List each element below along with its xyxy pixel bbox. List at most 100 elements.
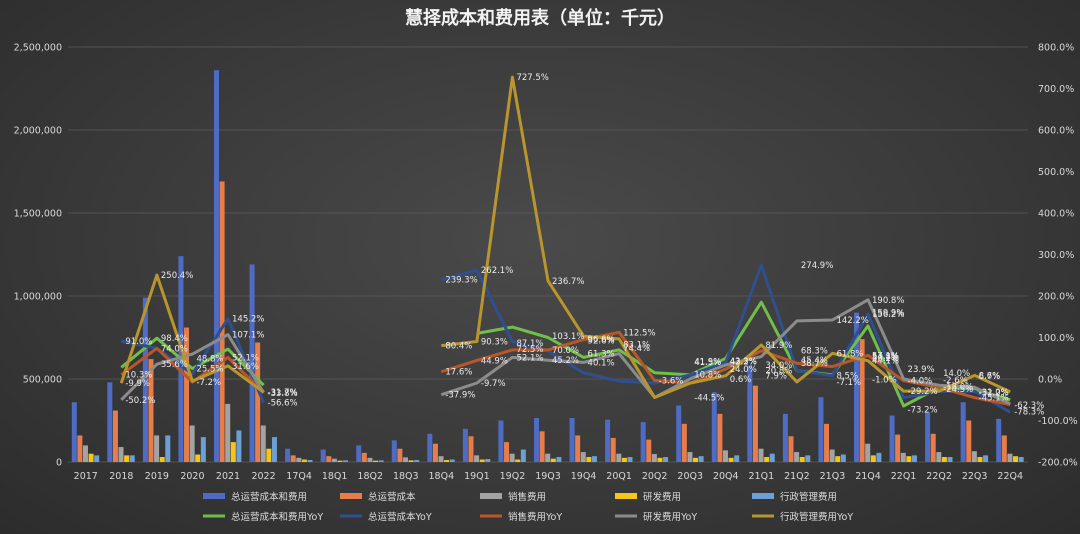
data-label: 112.5% <box>623 328 655 338</box>
bar <box>840 454 846 462</box>
data-label: 6.7% <box>979 372 1001 382</box>
bar <box>782 413 788 462</box>
bar <box>427 433 433 462</box>
legend-label: 销售费用 <box>508 491 546 503</box>
legend-label: 行政管理费用YoY <box>780 511 853 523</box>
data-label: 45.2% <box>552 356 579 366</box>
bar <box>449 459 455 462</box>
data-label: -31.7% <box>268 388 298 398</box>
bar <box>356 445 362 462</box>
data-label: 87.1% <box>516 339 543 349</box>
data-label: 103.1% <box>552 332 584 342</box>
bar-series-group <box>71 70 1024 463</box>
legend-swatch <box>752 493 774 499</box>
bar <box>326 456 332 462</box>
bar <box>94 455 100 462</box>
bar <box>936 452 942 462</box>
data-label: 107.1% <box>232 331 264 341</box>
data-label: 24.0% <box>730 365 757 375</box>
bar <box>818 397 824 462</box>
data-label: -9.7% <box>481 379 506 389</box>
right-axis-tick: 500.0% <box>1038 167 1074 178</box>
category-label: 21Q1 <box>749 471 775 482</box>
data-label: -37.9% <box>445 391 475 401</box>
data-label: -44.5% <box>694 393 724 403</box>
series-line <box>440 263 1011 414</box>
bar <box>498 420 504 462</box>
bar <box>616 453 622 462</box>
data-label: 96.6% <box>588 335 615 345</box>
data-label: 74.0% <box>161 344 188 354</box>
data-label: -62.3% <box>1014 401 1044 411</box>
data-label: -7.1% <box>836 378 861 388</box>
left-y-axis: 0 500,000 1,000,000 1,500,000 2,000,000 2,500… <box>14 43 62 469</box>
data-label: 44.1% <box>872 357 899 367</box>
bar <box>627 457 633 462</box>
data-label: 50.2% <box>872 354 899 364</box>
category-label: 20Q4 <box>713 471 739 482</box>
bar <box>225 403 231 462</box>
bar <box>112 410 118 462</box>
bar <box>520 449 526 462</box>
category-label: 19Q2 <box>500 471 526 482</box>
series-line <box>120 333 265 401</box>
bar <box>320 449 326 462</box>
bar <box>165 435 171 462</box>
data-label: 156.2% <box>872 310 904 320</box>
legend-swatch <box>340 493 362 499</box>
bar <box>307 460 313 462</box>
bar <box>88 453 94 462</box>
bar <box>479 459 485 462</box>
bar <box>129 455 135 462</box>
bar <box>485 459 491 462</box>
bar <box>331 458 337 462</box>
bar <box>255 342 261 462</box>
category-label: 2020 <box>180 471 204 482</box>
series-line <box>121 317 265 404</box>
legend-swatch <box>615 493 637 499</box>
bar <box>249 264 255 462</box>
bar <box>77 435 83 462</box>
bar <box>296 457 302 462</box>
bar <box>941 457 947 462</box>
bar <box>378 460 384 462</box>
series-line <box>440 330 1011 407</box>
data-label: 262.1% <box>481 266 513 276</box>
left-axis-tick: 2,000,000 <box>14 126 62 137</box>
data-label: 74.4% <box>623 344 650 354</box>
chart-title: 慧择成本和费用表（单位：千元） <box>405 7 675 29</box>
data-label: 35.6% <box>161 360 188 370</box>
bar <box>799 457 805 462</box>
bar <box>290 455 296 462</box>
bar <box>444 460 450 462</box>
legend-label: 总运营成本和费用 <box>231 491 307 503</box>
data-labels-group: 91.0% 10.3%-9.9% -50.2% 250.4% 98.4%74.0% 35.… <box>125 73 1044 417</box>
data-label: -9.9% <box>125 379 150 389</box>
data-label: 190.8% <box>872 296 904 306</box>
category-label: 22Q4 <box>997 471 1023 482</box>
data-label: -7.2% <box>196 378 221 388</box>
bar <box>148 359 154 462</box>
bar <box>681 423 687 462</box>
data-label: 142.2% <box>836 316 868 326</box>
legend-label: 研发费用YoY <box>643 511 697 523</box>
data-label: 68.3% <box>801 347 828 357</box>
legend-label: 行政管理费用 <box>780 491 837 503</box>
left-axis-tick: 1,500,000 <box>14 209 62 220</box>
bar <box>698 456 704 462</box>
category-label: 19Q1 <box>464 471 490 482</box>
data-label: -50.2% <box>125 396 155 406</box>
data-label: 80.4% <box>445 342 472 352</box>
bar <box>189 425 195 462</box>
bar <box>373 460 379 462</box>
data-label: 52.1% <box>232 353 259 363</box>
right-axis-tick: -100.0% <box>1038 416 1078 427</box>
bar <box>835 456 841 462</box>
category-label: 18Q3 <box>393 471 419 482</box>
data-label: 91.0% <box>125 337 152 347</box>
bar <box>747 365 753 462</box>
category-label: 22Q3 <box>962 471 988 482</box>
bar <box>911 455 917 462</box>
data-label: -56.6% <box>268 398 298 408</box>
bar <box>82 445 88 462</box>
